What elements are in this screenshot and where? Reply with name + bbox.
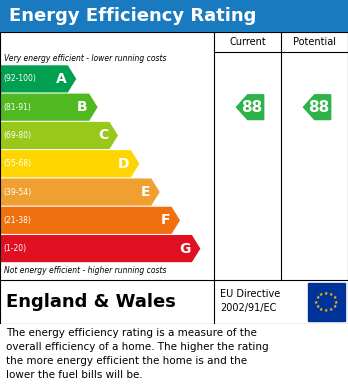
Polygon shape <box>0 236 199 262</box>
Polygon shape <box>0 66 76 92</box>
Text: ★: ★ <box>332 295 337 300</box>
Polygon shape <box>0 151 139 177</box>
Polygon shape <box>303 95 331 120</box>
Text: ★: ★ <box>329 292 333 297</box>
Text: B: B <box>77 100 88 114</box>
Text: C: C <box>98 129 108 142</box>
Text: (1-20): (1-20) <box>3 244 26 253</box>
Polygon shape <box>0 94 97 120</box>
Text: 88: 88 <box>241 100 262 115</box>
Polygon shape <box>0 122 117 148</box>
Text: ★: ★ <box>319 307 323 312</box>
Text: (92-100): (92-100) <box>3 74 36 83</box>
Text: ★: ★ <box>315 304 319 309</box>
Text: ★: ★ <box>334 300 338 305</box>
Text: ★: ★ <box>329 307 333 312</box>
Polygon shape <box>0 179 159 205</box>
Text: (69-80): (69-80) <box>3 131 31 140</box>
Text: Potential: Potential <box>293 37 336 47</box>
Text: E: E <box>140 185 150 199</box>
Text: (81-91): (81-91) <box>3 103 31 112</box>
Text: ★: ★ <box>314 300 318 305</box>
Text: Very energy efficient - lower running costs: Very energy efficient - lower running co… <box>4 54 166 63</box>
Text: The energy efficiency rating is a measure of the
overall efficiency of a home. T: The energy efficiency rating is a measur… <box>6 328 269 380</box>
Text: D: D <box>118 157 129 171</box>
Text: Energy Efficiency Rating: Energy Efficiency Rating <box>9 7 256 25</box>
Text: ★: ★ <box>315 295 319 300</box>
Text: ★: ★ <box>332 304 337 309</box>
Text: A: A <box>56 72 66 86</box>
Text: Not energy efficient - higher running costs: Not energy efficient - higher running co… <box>4 266 166 275</box>
Text: ★: ★ <box>319 292 323 297</box>
Bar <box>308 283 345 321</box>
Text: (55-68): (55-68) <box>3 159 31 168</box>
Polygon shape <box>0 208 179 233</box>
Text: ★: ★ <box>324 291 328 296</box>
Text: 88: 88 <box>308 100 329 115</box>
Text: Current: Current <box>229 37 266 47</box>
Text: ★: ★ <box>324 308 328 313</box>
Text: EU Directive
2002/91/EC: EU Directive 2002/91/EC <box>220 289 280 312</box>
Text: (39-54): (39-54) <box>3 188 31 197</box>
Text: F: F <box>161 213 170 227</box>
Text: G: G <box>179 242 191 256</box>
Text: (21-38): (21-38) <box>3 216 31 225</box>
Polygon shape <box>236 95 264 120</box>
Text: England & Wales: England & Wales <box>6 293 176 311</box>
